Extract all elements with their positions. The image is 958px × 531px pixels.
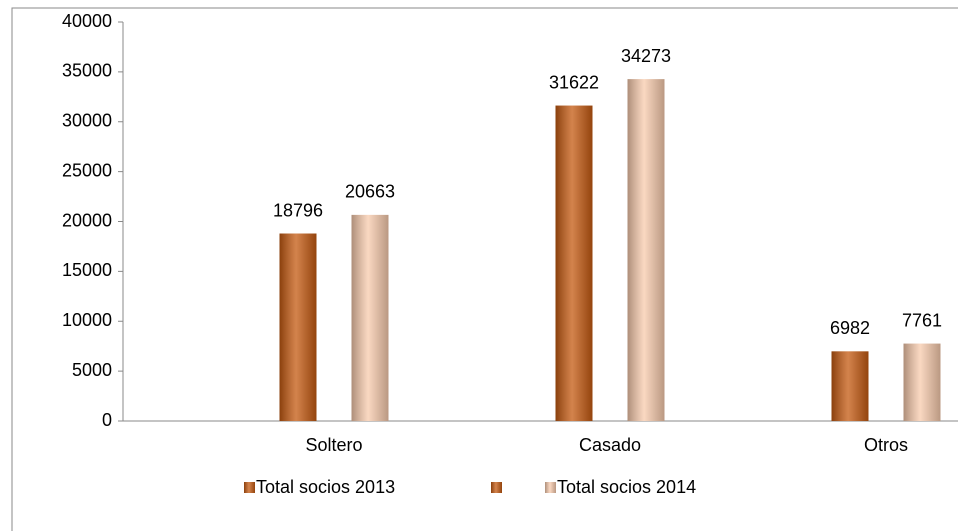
legend-swatch-shade xyxy=(545,482,556,493)
y-tick-label: 25000 xyxy=(62,160,112,180)
y-tick-label: 30000 xyxy=(62,111,112,131)
data-label: 31622 xyxy=(549,72,599,92)
y-tick-label: 40000 xyxy=(62,11,112,31)
bar xyxy=(627,79,665,421)
y-tick-label: 5000 xyxy=(72,360,112,380)
x-tick-label: Otros xyxy=(864,435,908,455)
data-label: 6982 xyxy=(830,318,870,338)
legend-label: Total socios 2014 xyxy=(557,477,696,497)
legend-decoration xyxy=(491,482,502,493)
y-tick-label: 0 xyxy=(102,410,112,430)
bar xyxy=(831,351,869,421)
bar xyxy=(903,343,941,421)
data-label: 18796 xyxy=(273,200,323,220)
legend-swatch-shade xyxy=(244,482,255,493)
chart-frame xyxy=(11,7,958,531)
y-tick-label: 35000 xyxy=(62,61,112,81)
data-label: 34273 xyxy=(621,46,671,66)
y-tick-label: 15000 xyxy=(62,260,112,280)
y-tick-label: 20000 xyxy=(62,210,112,230)
legend-label: Total socios 2013 xyxy=(256,477,395,497)
data-label: 7761 xyxy=(902,310,942,330)
data-label: 20663 xyxy=(345,182,395,202)
y-tick-label: 10000 xyxy=(62,310,112,330)
bar xyxy=(351,214,389,421)
bar xyxy=(555,105,593,421)
bar xyxy=(279,233,317,421)
x-tick-label: Casado xyxy=(579,435,641,455)
x-tick-label: Soltero xyxy=(305,435,362,455)
